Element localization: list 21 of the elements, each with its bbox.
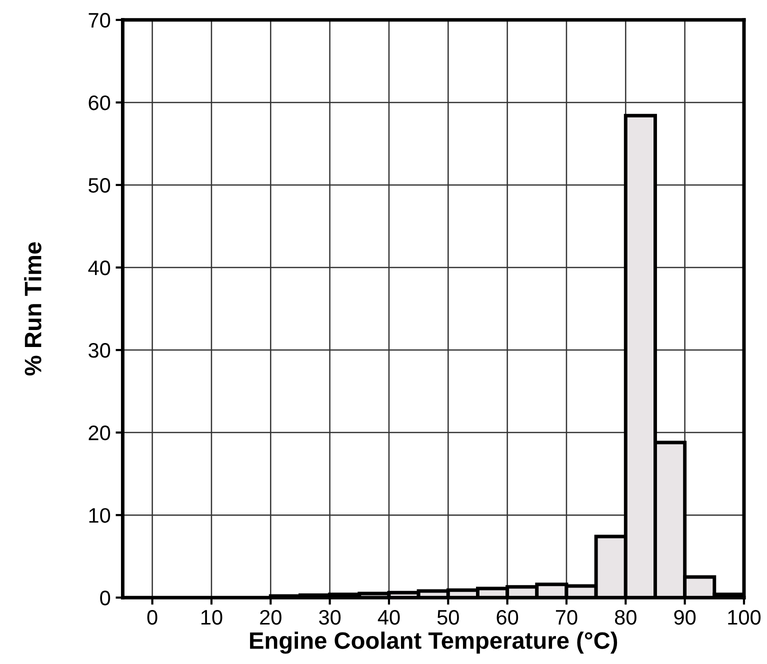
x-tick-label: 50 xyxy=(437,610,459,625)
x-tick-label: 60 xyxy=(496,610,518,625)
x-tick-label: 0 xyxy=(147,610,158,625)
y-tick-label: 40 xyxy=(88,260,110,276)
x-tick-label: 100 xyxy=(728,610,761,625)
y-tick-label: 70 xyxy=(88,12,110,28)
x-tick-label: 40 xyxy=(378,610,400,625)
x-tick-label: 90 xyxy=(674,610,696,625)
x-tick-label: 10 xyxy=(201,610,222,625)
y-tick-label: 60 xyxy=(88,95,110,110)
y-tick-label: 30 xyxy=(88,343,110,358)
y-tick-label: 50 xyxy=(88,178,110,193)
x-axis-title: Engine Coolant Temperature (°C) xyxy=(250,632,618,654)
y-tick-label: 0 xyxy=(100,590,110,606)
x-tick-label: 70 xyxy=(556,610,578,625)
y-tick-label: 20 xyxy=(88,426,110,440)
x-tick-label: 20 xyxy=(260,610,282,625)
x-tick-label: 80 xyxy=(614,610,636,625)
y-tick-label: 10 xyxy=(89,508,110,523)
x-tick-label: 30 xyxy=(319,610,341,625)
y-axis-title: % Run Time xyxy=(24,242,42,376)
